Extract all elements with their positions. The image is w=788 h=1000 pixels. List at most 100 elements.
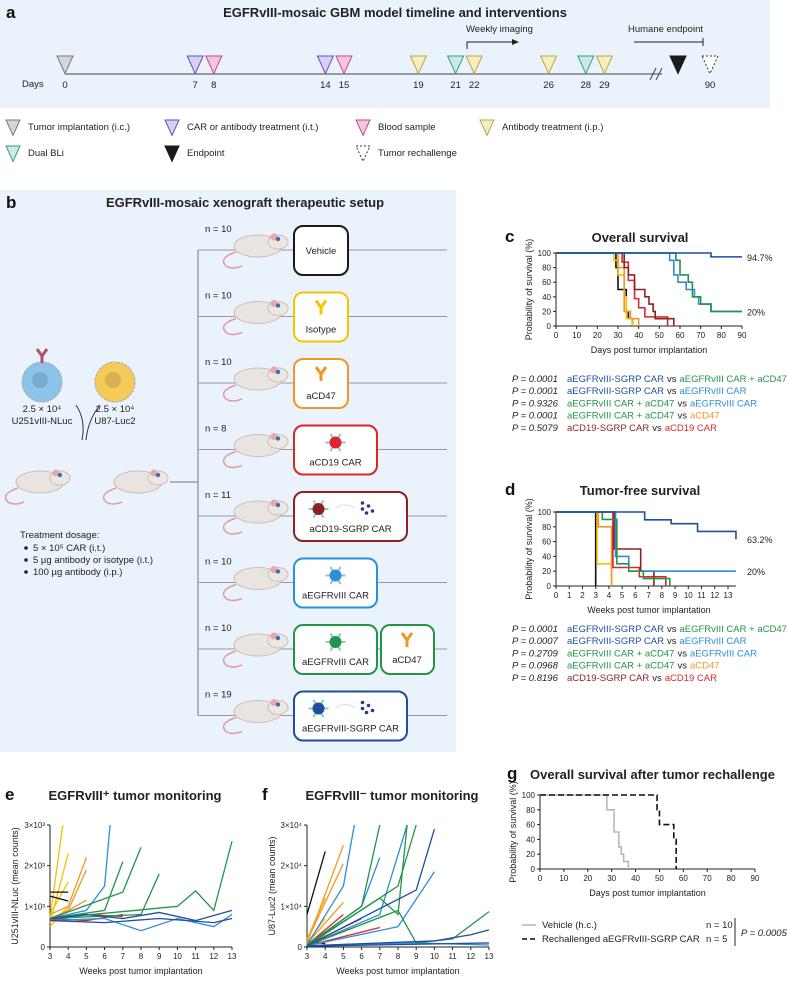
x-tick-label: 8 — [139, 952, 144, 961]
x-tick-label: 5 — [341, 952, 346, 961]
panel-b-title: EGFRvIII-mosaic xenograft therapeutic se… — [106, 195, 384, 210]
mouse-tail — [222, 716, 243, 735]
mouse-tail — [222, 450, 243, 469]
curve-annotation: 94.7% — [747, 253, 773, 263]
comparison: aEGFRvIII CAR + aCD47 vs aCD47 — [567, 661, 720, 672]
treatment-group: n = 19 aEGFRvIII-SGRP CAR — [198, 690, 447, 742]
mouse-ear — [270, 632, 278, 640]
series-line-vehicle — [556, 252, 634, 326]
p-value: P = 0.5079 — [512, 423, 559, 434]
vs: vs — [667, 374, 677, 385]
x-tick-label: 6 — [359, 952, 364, 961]
group-a: aCD19-SGRP CAR — [567, 673, 649, 684]
day-label: 22 — [469, 80, 480, 91]
x-tick-label: 13 — [724, 591, 733, 600]
treatment-label: Isotype — [306, 325, 337, 336]
timeline-events: 0 7 8 14 15 19 21 22 26 28 29 90 — [56, 55, 719, 91]
series-line-aegfr_sgrp — [556, 252, 742, 258]
comparison: aEGFRvIII-SGRP CAR vs aEGFRvIII CAR + aCD4… — [567, 624, 787, 635]
chart-title: Overall survival after tumor rechallenge — [530, 767, 775, 782]
car-marker-icon — [316, 55, 335, 75]
sgrp-molecule-icon — [360, 501, 365, 505]
chart-c: c Overall survival 0 10 20 30 40 50 60 70 80 90 0 20 4… — [505, 227, 787, 434]
group-n: n = 10 — [205, 557, 232, 568]
p-value: P = 0.0001 — [512, 624, 558, 635]
group-b: aCD47 — [690, 411, 720, 422]
cell-nucleus — [32, 372, 48, 388]
p-value: P = 0.0001 — [512, 374, 558, 385]
group-b: aEGFRvIII CAR — [690, 648, 757, 659]
dosage-item: 5 × 10⁵ CAR (i.t.) — [33, 543, 105, 554]
y-tick-label: 80 — [542, 523, 551, 532]
mouse-tail — [222, 317, 243, 336]
x-tick-label: 20 — [593, 331, 602, 340]
antibody-icon — [314, 299, 328, 315]
p-value: P = 0.0007 — [512, 636, 559, 647]
legend-item-rechallenge: Tumor rechallenge — [378, 148, 457, 159]
series-line-aegfr_acd47 — [306, 909, 490, 947]
x-tick-label: 30 — [614, 331, 623, 340]
tumor-dot — [275, 236, 281, 242]
mouse-tail — [4, 487, 25, 505]
comparison: aCD19-SGRP CAR vs aCD19 CAR — [567, 673, 717, 684]
y-tick-label: 20 — [526, 850, 535, 859]
group-a: aEGFRvIII CAR + aCD47 — [567, 661, 674, 672]
legend-label: Vehicle (h.c.) — [542, 920, 597, 931]
x-tick-label: 7 — [378, 952, 383, 961]
p-value: P = 0.0968 — [512, 661, 559, 672]
car-marker-icon — [164, 119, 180, 137]
axis-break-icon — [649, 67, 663, 81]
day-label: 90 — [705, 80, 716, 91]
chart-g: g Overall survival after tumor rechalleng… — [507, 764, 788, 946]
y-tick-label: 2×10⁴ — [281, 862, 303, 871]
treatment-group: n = 11 aCD19-SGRP CAR — [198, 490, 447, 542]
x-tick-label: 9 — [673, 591, 678, 600]
group-a: aCD19-SGRP CAR — [567, 423, 649, 434]
day-label: 7 — [193, 80, 198, 91]
x-axis-label: Weeks post tumor implantation — [587, 605, 710, 615]
bli-marker-icon — [446, 55, 465, 75]
x-tick-label: 13 — [228, 952, 237, 961]
series-line-acd47 — [49, 857, 88, 916]
x-tick-label: 6 — [102, 952, 107, 961]
series-line-vehicle — [556, 511, 597, 586]
group-b: aEGFRvIII CAR — [679, 386, 746, 397]
series-line-aegfr_sgrp — [49, 917, 233, 924]
panel-letter: e — [5, 785, 14, 804]
tumor-dot — [275, 436, 281, 441]
x-tick-label: 13 — [485, 952, 494, 961]
car-marker-icon — [186, 55, 204, 75]
treatment-label: aCD19-SGRP CAR — [309, 524, 391, 535]
vs: vs — [667, 624, 677, 635]
x-tick-label: 0 — [554, 331, 559, 340]
x-tick-label: 7 — [121, 952, 126, 961]
comparison: aCD19-SGRP CAR vs aCD19 CAR — [567, 423, 717, 434]
weekly-imaging-label: Weekly imaging — [466, 24, 533, 35]
sgrp-molecule-icon — [360, 700, 365, 705]
group-a: aEGFRvIII-SGRP CAR — [567, 374, 664, 385]
x-tick-label: 8 — [396, 952, 401, 961]
x-tick-label: 9 — [414, 952, 419, 961]
mouse-ear — [52, 469, 60, 477]
sgrp-molecule-icon — [366, 703, 371, 708]
ab-marker-icon — [465, 55, 483, 75]
series-line-isotype — [556, 511, 613, 586]
sgrp-molecule-icon — [366, 504, 371, 508]
mouse-ear — [270, 433, 278, 440]
treatment-box — [293, 424, 378, 476]
ab-marker-icon — [479, 119, 495, 137]
x-tick-label: 80 — [727, 874, 736, 883]
curve-annotation: 20% — [747, 567, 765, 577]
treatment-label: aEGFRvIII CAR — [302, 657, 369, 668]
cell-line-name: U251vIII-NLuc — [12, 416, 73, 427]
x-tick-label: 1 — [567, 591, 572, 600]
x-axis-label: Days post tumor implantation — [589, 888, 706, 898]
bli-marker-icon — [577, 55, 595, 75]
series-line-aegfr — [49, 913, 233, 932]
mouse-ear — [270, 233, 278, 241]
p-value: P = 0.8196 — [512, 673, 559, 684]
x-tick-label: 12 — [710, 591, 719, 600]
series-line-isotype — [49, 853, 69, 923]
panel-a-background — [0, 0, 770, 108]
